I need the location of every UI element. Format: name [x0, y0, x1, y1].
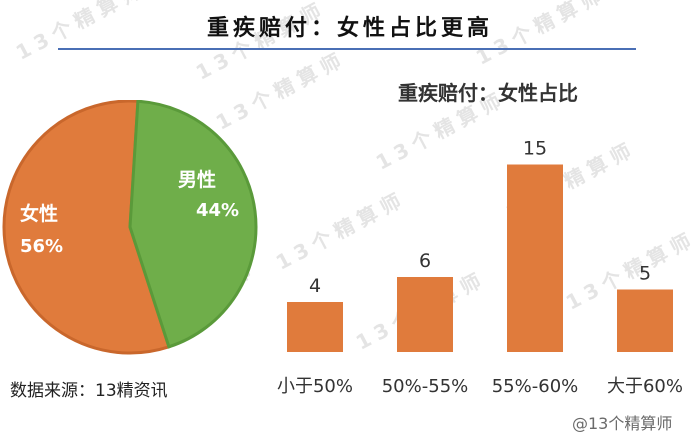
page-title: 重疾赔付：女性占比更高: [206, 16, 493, 41]
bar-chart: 重疾赔付：女性占比 4 6 15 5 小于50% 50%-55% 55%-60% 大于60%: [277, 81, 683, 397]
pie-value-female: 56%: [20, 236, 63, 257]
pie-label-male: 男性: [178, 168, 216, 191]
bar-chart-title: 重疾赔付：女性占比: [398, 81, 578, 105]
corner-watermark: @13个精算师: [572, 414, 673, 433]
bar-2: [507, 164, 563, 352]
title-divider: [58, 48, 636, 50]
bar-value-label: 6: [419, 250, 431, 272]
bar-category-label: 小于50%: [277, 376, 353, 397]
data-source-note: 数据来源：13精资讯: [10, 381, 168, 401]
bar-category-label: 50%-55%: [382, 376, 469, 397]
pie-value-male: 44%: [196, 200, 239, 221]
bar-value-label: 4: [309, 275, 321, 297]
pie-chart: 女性 56% 男性 44%: [2, 100, 258, 355]
bar-value-label: 5: [639, 263, 651, 285]
bar-0: [287, 302, 343, 352]
bar-1: [397, 277, 453, 352]
pie-label-female: 女性: [20, 202, 58, 225]
bar-value-label: 15: [523, 138, 547, 160]
bar-category-label: 55%-60%: [492, 376, 579, 397]
pie-slice-female: [2, 100, 171, 355]
bar-3: [617, 289, 673, 352]
pie-slice-male: [128, 100, 258, 349]
bar-category-label: 大于60%: [607, 376, 683, 397]
